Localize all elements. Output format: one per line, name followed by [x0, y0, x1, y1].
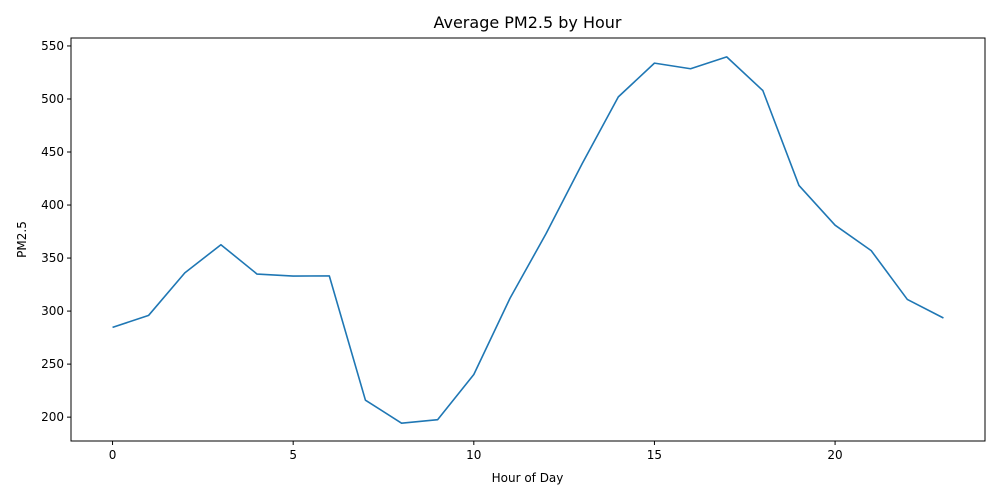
- plot-area: [112, 56, 944, 424]
- y-tick-label: 450: [41, 145, 64, 159]
- x-axis: 0 5 10 15 20: [109, 441, 843, 462]
- y-tick-label: 300: [41, 304, 64, 318]
- y-tick-label: 200: [41, 410, 64, 424]
- x-tick-label: 15: [647, 448, 662, 462]
- y-axis-label: PM2.5: [15, 221, 29, 258]
- x-tick-label: 20: [827, 448, 842, 462]
- y-tick-label: 500: [41, 92, 64, 106]
- y-axis: 200 250 300 350 400 450 500 550: [41, 39, 71, 424]
- x-tick-label: 5: [289, 448, 297, 462]
- chart-title: Average PM2.5 by Hour: [433, 13, 621, 32]
- series-line: [112, 56, 944, 424]
- plot-frame: [70, 37, 986, 442]
- x-tick-label: 10: [466, 448, 481, 462]
- y-tick-label: 250: [41, 357, 64, 371]
- x-axis-label: Hour of Day: [492, 471, 564, 485]
- y-tick-label: 400: [41, 198, 64, 212]
- y-tick-label: 350: [41, 251, 64, 265]
- x-tick-label: 0: [109, 448, 117, 462]
- y-tick-label: 550: [41, 39, 64, 53]
